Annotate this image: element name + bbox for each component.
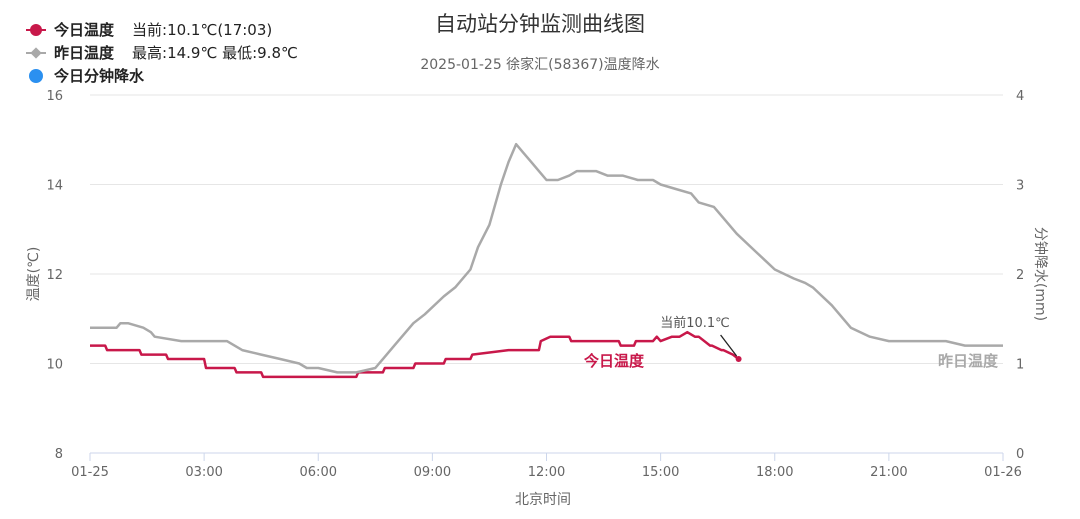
legend-item-today[interactable]: 今日温度 当前:10.1℃(17:03) xyxy=(26,18,298,41)
legend-marker-precip xyxy=(26,68,46,84)
legend-marker-today xyxy=(26,22,46,38)
x-tick-label: 12:00 xyxy=(528,465,565,480)
y-tick-label-left: 14 xyxy=(46,179,63,194)
y-axis-title-right: 分钟降水(mm) xyxy=(1032,227,1049,321)
chart-title: 自动站分钟监测曲线图 xyxy=(435,12,645,36)
x-tick-label: 01-26 xyxy=(984,465,1022,480)
x-axis-title: 北京时间 xyxy=(515,492,571,508)
series-line-yesterday xyxy=(90,142,1003,374)
chart-subtitle: 2025-01-25 徐家汇(58367)温度降水 xyxy=(420,57,660,73)
x-tick-label: 06:00 xyxy=(300,465,337,480)
legend-info-today: 当前:10.1℃(17:03) xyxy=(132,21,273,39)
y-tick-label-right: 4 xyxy=(1016,89,1024,104)
legend-label-yesterday: 昨日温度 xyxy=(54,44,115,62)
x-tick-label: 09:00 xyxy=(414,465,451,480)
legend-label-today: 今日温度 xyxy=(54,21,115,39)
y-axis-title-left: 温度(℃) xyxy=(26,247,42,302)
y-tick-label-right: 2 xyxy=(1016,268,1024,283)
legend-label-precip: 今日分钟降水 xyxy=(54,67,145,85)
current-point-marker xyxy=(735,356,742,363)
x-tick-label: 15:00 xyxy=(642,465,679,480)
legend: 今日温度 当前:10.1℃(17:03) 昨日温度 最高:14.9℃ 最低:9.… xyxy=(26,18,298,87)
legend-info-yesterday: 最高:14.9℃ 最低:9.8℃ xyxy=(132,44,298,62)
series-line-today xyxy=(90,330,740,379)
y-tick-label-right: 3 xyxy=(1016,179,1024,194)
y-tick-label-right: 1 xyxy=(1016,358,1024,373)
y-tick-label-left: 8 xyxy=(55,447,63,462)
y-tick-label-left: 10 xyxy=(46,358,63,373)
y-tick-label-left: 16 xyxy=(46,89,63,104)
x-tick-label: 21:00 xyxy=(870,465,907,480)
legend-marker-yesterday xyxy=(26,45,46,61)
series-label-today: 今日温度 xyxy=(583,352,645,370)
legend-item-yesterday[interactable]: 昨日温度 最高:14.9℃ 最低:9.8℃ xyxy=(26,41,298,64)
x-tick-label: 18:00 xyxy=(756,465,793,480)
annotation-connector xyxy=(720,334,738,357)
y-tick-label-right: 0 xyxy=(1016,447,1024,462)
annotation-current-temp: 当前10.1℃ xyxy=(660,315,730,331)
x-tick-label: 03:00 xyxy=(185,465,222,480)
series-label-yesterday: 昨日温度 xyxy=(938,352,999,370)
x-tick-label: 01-25 xyxy=(71,465,109,480)
legend-item-precip[interactable]: 今日分钟降水 xyxy=(26,64,298,87)
y-tick-label-left: 12 xyxy=(46,268,63,283)
